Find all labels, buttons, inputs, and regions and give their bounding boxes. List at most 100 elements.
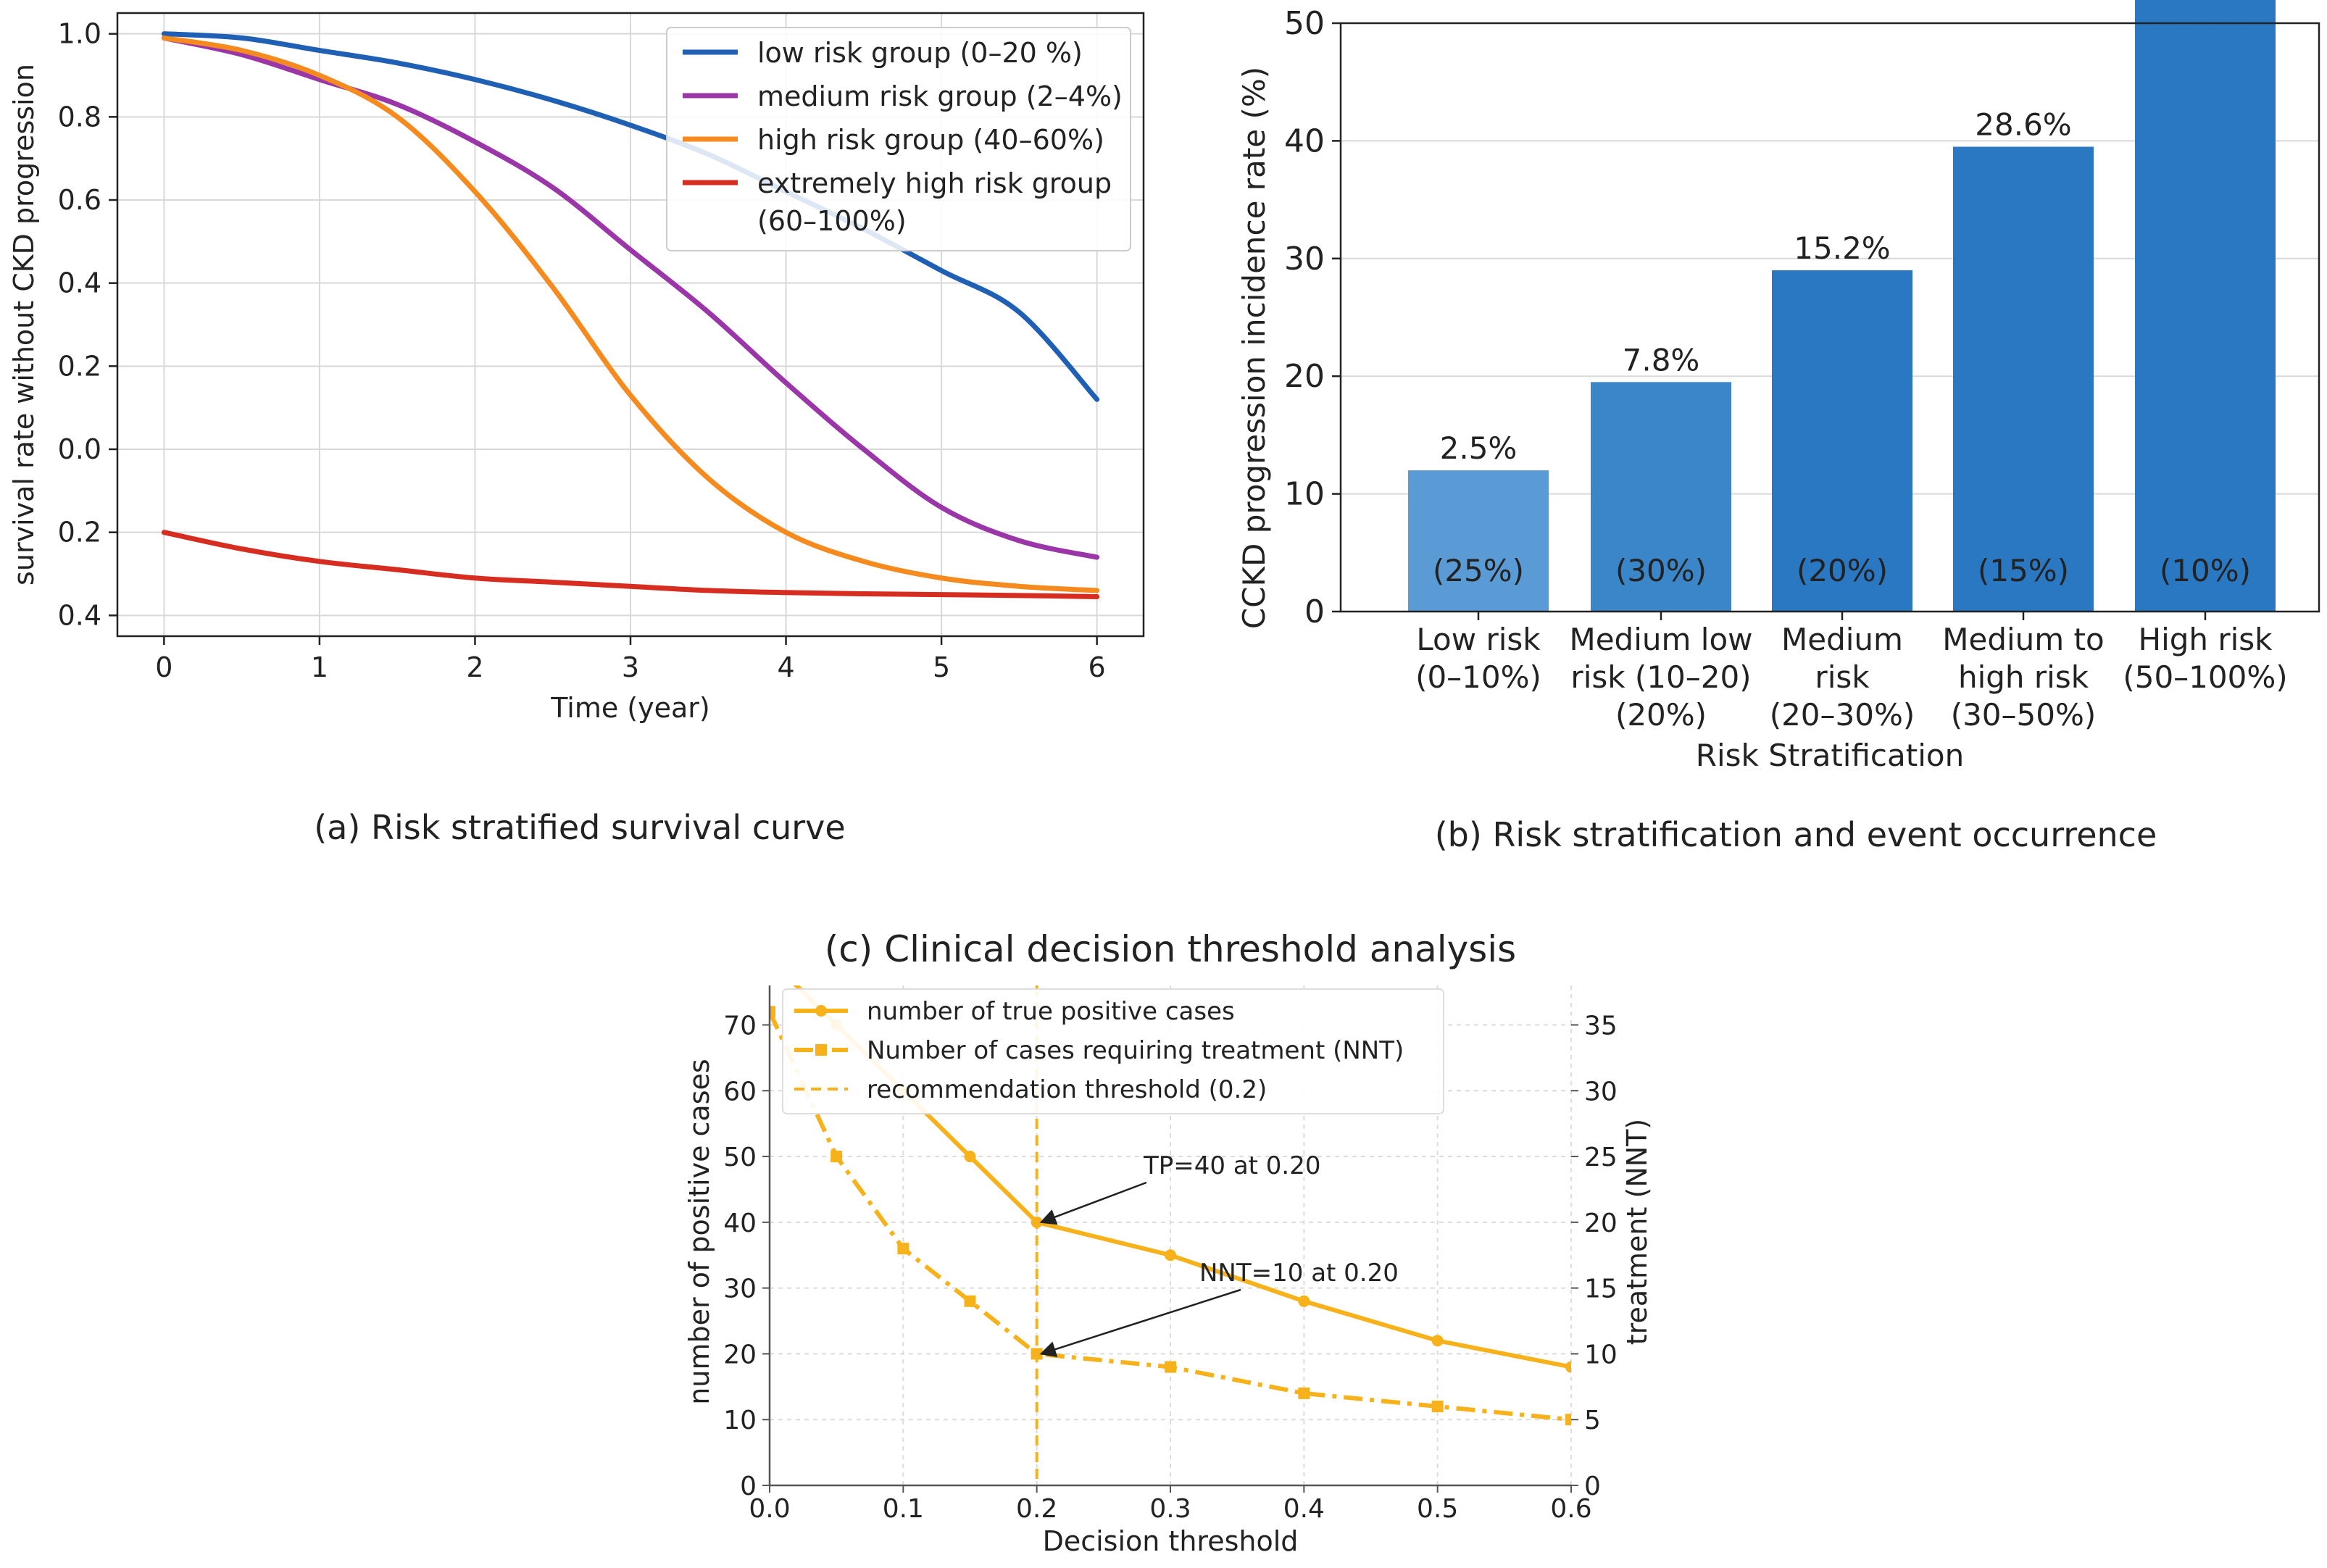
- b-bar-1: [1591, 382, 1731, 612]
- c-annotation-label: TP=40 at 0.20: [1143, 1151, 1321, 1180]
- b-category-label: (20%): [1615, 697, 1707, 733]
- a-x-tick-label: 2: [466, 651, 483, 683]
- c-y-tick-label: 20: [723, 1340, 757, 1369]
- c-point-0-5: [1165, 1249, 1176, 1262]
- panel-c-title: (c) Clinical decision threshold analysis: [825, 928, 1516, 970]
- b-category-label: (50–100%): [2123, 659, 2287, 695]
- a-y-tick-label: 0.2: [58, 350, 101, 382]
- b-share-label: (25%): [1433, 553, 1524, 588]
- b-category-label: high risk: [1958, 659, 2089, 695]
- b-y-tick-label: 40: [1284, 122, 1325, 159]
- b-share-label: (30%): [1615, 553, 1707, 588]
- c-y2-tick-label: 15: [1584, 1275, 1618, 1304]
- a-x-tick-label: 4: [777, 651, 794, 683]
- c-y2-tick-label: 0: [1584, 1472, 1601, 1501]
- a-x-tick-label: 5: [933, 651, 950, 683]
- c-legend-label: number of true positive cases: [867, 997, 1235, 1026]
- panel-b-y-label: CCKD progression incidence rate (%): [1236, 67, 1272, 629]
- panel-b-bar-chart: 2.5%(25%)7.8%(30%)15.2%(20%)28.6%(15%)45…: [1236, 0, 2320, 854]
- c-x-tick-label: 0.4: [1283, 1494, 1325, 1524]
- legend-box: [666, 27, 1131, 251]
- c-y-tick-label: 30: [723, 1275, 757, 1304]
- panel-a-survival-chart: 0 1 2 3 4 5 6 1.0 0.8 0.6 0.4 0.2 0.0 0.2 0.4 low risk…: [8, 12, 1145, 847]
- c-point-0-3: [964, 1151, 976, 1163]
- c-y-tick-label: 10: [723, 1406, 757, 1435]
- c-point-0-6: [1298, 1295, 1310, 1307]
- c-y-tick-label: 40: [723, 1209, 757, 1238]
- b-category-label: risk: [1815, 659, 1870, 695]
- c-legend-label: recommendation threshold (0.2): [867, 1075, 1267, 1104]
- b-value-label: 2.5%: [1440, 430, 1518, 466]
- c-y-tick-label: 0: [740, 1472, 757, 1501]
- c-point-1-4: [1031, 1348, 1043, 1360]
- panel-b-x-label: Risk Stratification: [1696, 738, 1964, 773]
- panel-c-legend: number of true positive cases Number of c…: [782, 988, 1444, 1114]
- panel-c-y2-label: treatment (NNT): [1621, 1119, 1653, 1345]
- a-x-tick-label: 0: [155, 651, 172, 683]
- b-category-label: (30–50%): [1951, 697, 2097, 733]
- c-point-0-0: [764, 954, 775, 965]
- c-point-1-6: [1298, 1387, 1310, 1399]
- b-category-label: Medium to: [1942, 622, 2104, 657]
- c-x-tick-label: 0.6: [1550, 1494, 1591, 1524]
- b-bar-4: [2135, 0, 2276, 612]
- c-annotation-arrow-0: [1039, 1181, 1147, 1225]
- c-point-1-5: [1165, 1361, 1176, 1373]
- b-category-label: High risk: [2138, 622, 2273, 657]
- a-x-tick-label: 3: [622, 651, 639, 683]
- panel-c-threshold-chart: (c) Clinical decision threshold analysis…: [683, 928, 1653, 1557]
- a-legend-label: medium risk group (2–4%): [757, 80, 1123, 112]
- c-legend-label: Number of cases requiring treatment (NNT…: [867, 1036, 1404, 1065]
- panel-a-x-label: Time (year): [550, 692, 710, 724]
- c-point-1-3: [964, 1295, 976, 1307]
- b-share-label: (20%): [1797, 553, 1888, 588]
- a-series-line-1: [161, 35, 1100, 560]
- c-point-1-2: [897, 1243, 909, 1255]
- b-y-tick-label: 50: [1284, 5, 1325, 42]
- a-y-tick-label: 0.8: [58, 101, 101, 133]
- legend-box: [782, 988, 1444, 1114]
- c-x-tick-label: 0.5: [1417, 1494, 1458, 1524]
- b-bar-2: [1772, 270, 1912, 612]
- c-point-0-7: [1431, 1335, 1444, 1347]
- a-y-tick-label: 0.0: [58, 433, 101, 465]
- b-bar-0: [1408, 470, 1549, 612]
- a-legend-label: high risk group (40–60%): [757, 124, 1104, 156]
- c-x-tick-label: 0.1: [883, 1494, 924, 1524]
- panel-a-ticks: 0 1 2 3 4 5 6 1.0 0.8 0.6 0.4 0.2 0.0 0.2 0.4: [58, 18, 1106, 683]
- c-point-1-0: [770, 1006, 775, 1018]
- c-point-0-8: [1565, 1361, 1571, 1373]
- panel-b-caption: (b) Risk stratification and event occurr…: [1435, 815, 2157, 854]
- panel-c-ticks: 0.0 0.1 0.2 0.3 0.4 0.5 0.60102030405060700510…: [723, 1011, 1618, 1524]
- a-series-line-3: [161, 530, 1100, 600]
- b-share-label: (10%): [2160, 553, 2251, 588]
- b-y-tick-label: 30: [1284, 241, 1325, 278]
- b-value-label: 15.2%: [1794, 230, 1890, 266]
- b-value-label: 28.6%: [1975, 107, 2071, 143]
- b-category-label: Medium: [1781, 622, 1903, 657]
- a-y-tick-label: 0.4: [58, 599, 101, 631]
- a-y-tick-label: 0.2: [58, 517, 101, 549]
- b-category-label: (20–30%): [1770, 697, 1915, 733]
- c-x-tick-label: 0.0: [749, 1494, 790, 1524]
- panel-b-bars: 2.5%(25%)7.8%(30%)15.2%(20%)28.6%(15%)45…: [1408, 0, 2276, 612]
- c-y2-tick-label: 25: [1584, 1143, 1618, 1172]
- panel-b-frame: [1339, 22, 2320, 613]
- panel-c-y-label: number of positive cases: [683, 1059, 715, 1404]
- c-legend-marker-0: [815, 1005, 827, 1017]
- a-x-tick-label: 6: [1088, 651, 1106, 683]
- a-series-line-2: [161, 35, 1100, 593]
- panel-a-lines: [161, 31, 1100, 600]
- a-y-tick-label: 0.4: [58, 267, 101, 299]
- b-y-tick-label: 10: [1284, 476, 1325, 513]
- panel-c-x-label: Decision threshold: [1043, 1525, 1299, 1557]
- a-y-tick-label: 1.0: [58, 18, 101, 50]
- c-x-tick-label: 0.3: [1149, 1494, 1191, 1524]
- b-category-label: (0–10%): [1415, 659, 1541, 695]
- c-y2-tick-label: 30: [1584, 1077, 1618, 1106]
- b-y-tick-label: 20: [1284, 358, 1325, 395]
- c-y-tick-label: 70: [723, 1011, 757, 1041]
- c-y2-tick-label: 20: [1584, 1209, 1618, 1238]
- b-share-label: (15%): [1978, 553, 2069, 588]
